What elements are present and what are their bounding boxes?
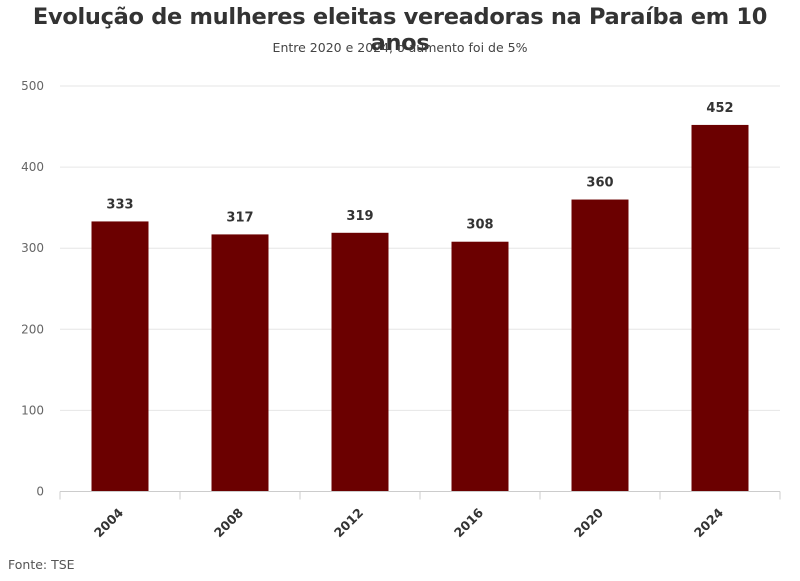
x-tick-label-2024: 2024 [691, 505, 726, 540]
bars [91, 124, 749, 492]
data-label-2024: 452 [706, 101, 733, 116]
data-labels: 333 317 319 308 360 452 [106, 101, 733, 233]
y-tick-label: 200 [21, 322, 44, 336]
data-label-2012: 319 [346, 209, 373, 224]
source-note: Fonte: TSE [8, 557, 75, 572]
x-tick-label-2016: 2016 [451, 505, 486, 540]
y-tick-label: 500 [21, 79, 44, 93]
bar-2020 [571, 199, 629, 492]
bar-2016 [451, 241, 509, 492]
bar-2024 [691, 124, 749, 492]
x-tick-label-2004: 2004 [91, 505, 126, 540]
gridlines [60, 85, 780, 411]
data-label-2004: 333 [106, 197, 133, 212]
data-label-2008: 317 [226, 210, 253, 225]
chart-subtitle: Entre 2020 e 2024, o aumento foi de 5% [272, 40, 528, 55]
bar-2008 [211, 234, 269, 492]
x-axis: 2004 2008 2012 2016 2020 2024 [59, 491, 781, 540]
y-tick-label: 0 [36, 485, 44, 499]
chart-title: Evolução de mulheres eleitas vereadoras … [32, 4, 768, 56]
x-tick-label-2012: 2012 [331, 505, 366, 540]
data-label-2016: 308 [466, 218, 493, 233]
x-tick-label-2020: 2020 [571, 505, 606, 540]
y-tick-label: 300 [21, 241, 44, 255]
bar-2004 [91, 221, 149, 492]
y-tick-label: 400 [21, 160, 44, 174]
data-label-2020: 360 [586, 176, 613, 191]
bar-2012 [331, 232, 389, 492]
y-tick-label: 100 [21, 403, 44, 417]
x-tick-label-2008: 2008 [211, 505, 246, 540]
y-axis: 0 100 200 300 400 500 [21, 79, 44, 499]
